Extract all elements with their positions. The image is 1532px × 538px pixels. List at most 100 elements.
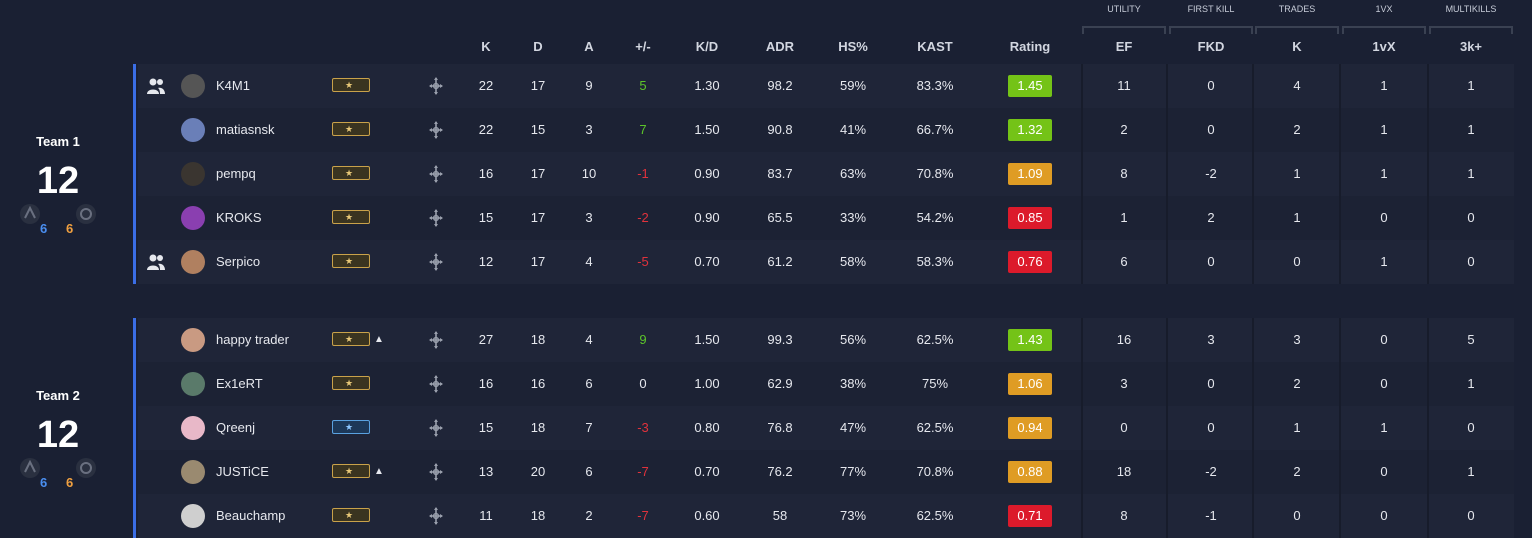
column-header-trades_k[interactable]: K (1292, 39, 1302, 54)
player-row[interactable]: JUSTiCE ★ ▲ 13 20 6 -7 0.70 76.2 77% 70.8% 0.88 18 -2… (138, 450, 1514, 494)
column-divider (1339, 362, 1341, 406)
column-header-k3[interactable]: 3k+ (1459, 39, 1483, 54)
stat-k: 27 (478, 332, 494, 347)
column-divider (1081, 64, 1083, 108)
player-avatar[interactable] (181, 206, 205, 230)
player-name[interactable]: matiasnsk (216, 122, 275, 137)
stat-kast: 62.5% (916, 420, 954, 435)
player-name[interactable]: Qreenj (216, 420, 256, 435)
column-divider (1081, 362, 1083, 406)
player-avatar[interactable] (181, 504, 205, 528)
column-divider (1252, 64, 1254, 108)
column-header-adr[interactable]: ADR (765, 39, 795, 54)
player-row[interactable]: happy trader ★ ▲ 27 18 4 9 1.50 99.3 56% 62.5% 1.43… (138, 318, 1514, 362)
stat-adr: 90.8 (767, 122, 793, 137)
stat-k: 15 (478, 210, 494, 225)
rank-star-icon: ★ (345, 80, 354, 90)
column-header-ef[interactable]: EF (1115, 39, 1133, 54)
column-header-kd[interactable]: K/D (695, 39, 719, 54)
column-header-fkd[interactable]: FKD (1197, 39, 1225, 54)
column-header-vx[interactable]: 1vX (1372, 39, 1396, 54)
crosshair-icon[interactable] (428, 120, 444, 140)
column-divider (1166, 406, 1168, 450)
stat-vx: 0 (1380, 508, 1388, 523)
crosshair-icon[interactable] (428, 76, 444, 96)
column-header-d[interactable]: D (533, 39, 543, 54)
column-header-rating[interactable]: Rating (1009, 39, 1051, 54)
column-divider (1252, 406, 1254, 450)
column-header-hs[interactable]: HS% (838, 39, 868, 54)
stat-k3: 1 (1467, 376, 1475, 391)
player-row[interactable]: K4M1 ★ 22 17 9 5 1.30 98.2 59% 83.3% 1.45 11 0 4 1 1 (138, 64, 1514, 108)
player-row[interactable]: KROKS ★ 15 17 3 -2 0.90 65.5 33% 54.2% 0.85 1 2 1 0 0 (138, 196, 1514, 240)
crosshair-icon[interactable] (428, 462, 444, 482)
player-avatar[interactable] (181, 74, 205, 98)
column-divider (1427, 318, 1429, 362)
crosshair-icon[interactable] (428, 252, 444, 272)
player-name[interactable]: Beauchamp (216, 508, 286, 523)
player-row[interactable]: pempq ★ 16 17 10 -1 0.90 83.7 63% 70.8% 1.09 8 -2 1 1 1 (138, 152, 1514, 196)
stat-vx: 1 (1380, 420, 1388, 435)
crosshair-icon[interactable] (428, 418, 444, 438)
stat-a: 3 (585, 122, 593, 137)
team-1-bar (133, 64, 136, 284)
player-avatar[interactable] (181, 328, 205, 352)
column-header-pm[interactable]: +/- (635, 39, 651, 54)
column-divider (1252, 152, 1254, 196)
crosshair-icon[interactable] (428, 330, 444, 350)
player-name[interactable]: JUSTiCE (216, 464, 269, 479)
stat-ef: 6 (1120, 254, 1128, 269)
column-divider (1339, 494, 1341, 538)
stat-adr: 98.2 (767, 78, 793, 93)
stat-fkd: 2 (1207, 210, 1215, 225)
crosshair-icon[interactable] (428, 506, 444, 526)
player-avatar[interactable] (181, 162, 205, 186)
rank-star-icon: ★ (345, 466, 354, 476)
stat-adr: 99.3 (767, 332, 793, 347)
player-name[interactable]: pempq (216, 166, 256, 181)
stat-kd: 1.50 (694, 332, 720, 347)
stat-kast: 62.5% (916, 332, 954, 347)
column-divider (1427, 406, 1429, 450)
stat-d: 17 (530, 210, 546, 225)
player-row[interactable]: Ex1eRT ★ 16 16 6 0 1.00 62.9 38% 75% 1.06 3 0 2 0 1 (138, 362, 1514, 406)
column-divider (1339, 406, 1341, 450)
player-row[interactable]: Beauchamp ★ 11 18 2 -7 0.60 58 73% 62.5% 0.71 8 -1 0 0… (138, 494, 1514, 538)
column-header-kast[interactable]: KAST (917, 39, 953, 54)
stat-k: 16 (478, 166, 494, 181)
player-avatar[interactable] (181, 250, 205, 274)
crosshair-icon[interactable] (428, 208, 444, 228)
team-1-name: Team 1 (36, 134, 80, 149)
stat-pm: 7 (639, 122, 647, 137)
stat-trades_k: 0 (1293, 254, 1301, 269)
player-name[interactable]: Serpico (216, 254, 261, 269)
player-avatar[interactable] (181, 118, 205, 142)
player-name[interactable]: KROKS (216, 210, 262, 225)
player-avatar[interactable] (181, 372, 205, 396)
stat-ef: 0 (1120, 420, 1128, 435)
rating-badge: 1.06 (1008, 373, 1052, 395)
player-row[interactable]: Serpico ★ 12 17 4 -5 0.70 61.2 58% 58.3% 0.76 6 0 0 1 0 (138, 240, 1514, 284)
stat-a: 7 (585, 420, 593, 435)
player-row[interactable]: Qreenj ★ 15 18 7 -3 0.80 76.8 47% 62.5% 0.94 0 0 1 1 0 (138, 406, 1514, 450)
stat-k: 16 (478, 376, 494, 391)
stat-fkd: -2 (1205, 166, 1217, 181)
player-avatar[interactable] (181, 460, 205, 484)
stat-a: 2 (585, 508, 593, 523)
crosshair-icon[interactable] (428, 164, 444, 184)
column-divider (1427, 450, 1429, 494)
rank-up-icon: ▲ (374, 334, 384, 345)
ct-side-icon (20, 458, 40, 478)
stat-trades_k: 0 (1293, 508, 1301, 523)
player-name[interactable]: K4M1 (216, 78, 250, 93)
stat-kd: 1.00 (694, 376, 720, 391)
player-row[interactable]: matiasnsk ★ 22 15 3 7 1.50 90.8 41% 66.7% 1.32 2 0 2 1… (138, 108, 1514, 152)
player-avatar[interactable] (181, 416, 205, 440)
player-name[interactable]: Ex1eRT (216, 376, 263, 391)
stat-adr: 65.5 (767, 210, 793, 225)
player-name[interactable]: happy trader (216, 332, 289, 347)
column-divider (1081, 152, 1083, 196)
column-header-a[interactable]: A (584, 39, 594, 54)
crosshair-icon[interactable] (428, 374, 444, 394)
column-header-k[interactable]: K (481, 39, 491, 54)
